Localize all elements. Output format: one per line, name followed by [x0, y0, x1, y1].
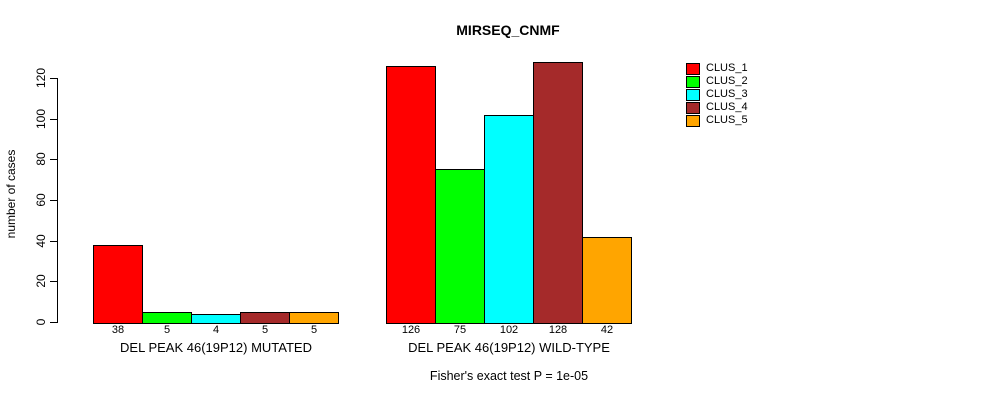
y-axis-line [57, 78, 58, 323]
y-axis-tick-label: 40 [34, 234, 48, 248]
y-axis-tick [50, 322, 57, 323]
y-axis-tick [50, 200, 57, 201]
fisher-test-annotation: Fisher's exact test P = 1e-05 [429, 369, 589, 383]
bar-clus_2-group2 [435, 169, 485, 324]
legend-item-clus_3: CLUS_3 [686, 88, 748, 101]
y-axis-tick-label: 80 [34, 152, 48, 166]
bar-value-label: 42 [600, 324, 614, 336]
bar-value-label: 102 [499, 324, 519, 336]
legend-swatch-icon [686, 101, 700, 114]
bar-value-label: 5 [163, 324, 171, 336]
y-axis-tick [50, 281, 57, 282]
y-axis-tick-label: 0 [34, 318, 48, 326]
legend-swatch-icon [686, 62, 700, 75]
bar-value-label: 38 [111, 324, 125, 336]
legend-item-clus_1: CLUS_1 [686, 62, 748, 75]
legend: CLUS_1 CLUS_2 CLUS_3 CLUS_4 CLUS_5 [686, 62, 748, 127]
bar-value-label: 4 [212, 324, 220, 336]
legend-swatch-icon [686, 114, 700, 127]
y-axis-title: number of cases [4, 149, 18, 239]
y-axis-tick [50, 119, 57, 120]
y-axis-tick [50, 241, 57, 242]
chart-title: MIRSEQ_CNMF [456, 22, 560, 38]
bar-clus_2-group1 [142, 312, 192, 324]
bar-value-label: 5 [261, 324, 269, 336]
bar-value-label: 128 [548, 324, 568, 336]
bar-value-label: 126 [401, 324, 421, 336]
y-axis-tick-label: 20 [34, 274, 48, 288]
bar-clus_3-group1 [191, 314, 241, 324]
bar-clus_4-group2 [533, 62, 583, 324]
group-label-mutated: DEL PEAK 46(19P12) MUTATED [120, 340, 312, 355]
y-axis-tick [50, 78, 57, 79]
legend-label: CLUS_4 [706, 101, 748, 113]
legend-label: CLUS_2 [706, 75, 748, 87]
legend-item-clus_5: CLUS_5 [686, 114, 748, 127]
bar-clus_1-group2 [386, 66, 436, 324]
legend-label: CLUS_5 [706, 114, 748, 126]
y-axis-tick-label: 100 [34, 108, 48, 130]
bar-clus_5-group1 [289, 312, 339, 324]
bar-clus_4-group1 [240, 312, 290, 324]
legend-swatch-icon [686, 88, 700, 101]
y-axis-tick-label: 60 [34, 193, 48, 207]
bar-value-label: 75 [453, 324, 467, 336]
legend-item-clus_4: CLUS_4 [686, 101, 748, 114]
group-label-wild-type: DEL PEAK 46(19P12) WILD-TYPE [408, 340, 610, 355]
legend-swatch-icon [686, 75, 700, 88]
y-axis-tick [50, 159, 57, 160]
legend-label: CLUS_1 [706, 62, 748, 74]
legend-item-clus_2: CLUS_2 [686, 75, 748, 88]
bar-clus_3-group2 [484, 115, 534, 324]
bar-clus_5-group2 [582, 237, 632, 324]
bar-value-label: 5 [310, 324, 318, 336]
y-axis-tick-label: 120 [34, 67, 48, 89]
legend-label: CLUS_3 [706, 88, 748, 100]
bar-clus_1-group1 [93, 245, 143, 324]
